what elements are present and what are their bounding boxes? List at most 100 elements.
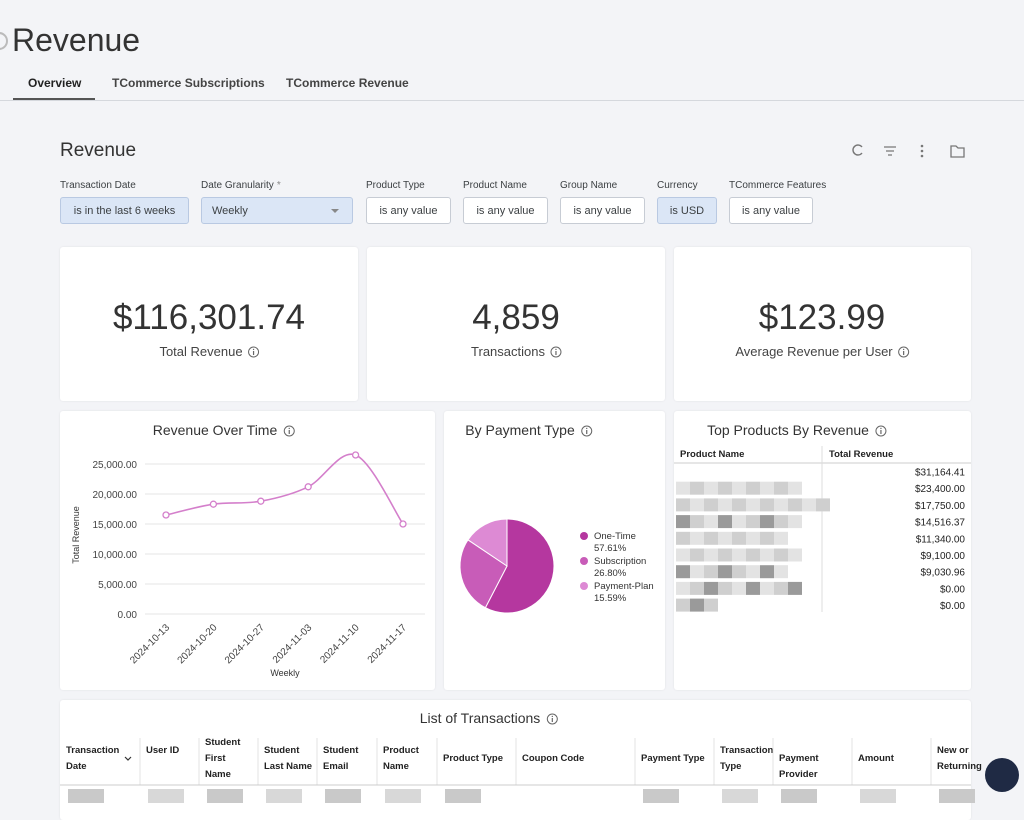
column-header[interactable]: Student First Name: [205, 737, 241, 780]
blurred-cell: [676, 515, 690, 529]
blurred-cell: [760, 515, 774, 529]
blurred-cell: [718, 481, 732, 495]
refresh-icon[interactable]: [852, 144, 863, 156]
pie-slice: [484, 518, 555, 614]
kpi-label: Average Revenue per User: [735, 344, 893, 359]
x-tick-label: 2024-10-20: [176, 622, 220, 666]
blurred-cell: [690, 598, 704, 612]
blurred-cell: [732, 581, 746, 595]
filter-label: Product Type: [366, 180, 425, 191]
blurred-cell: [148, 789, 184, 803]
tab-divider: [0, 100, 1024, 101]
column-header[interactable]: Product Name: [383, 745, 419, 772]
blurred-cell: [732, 481, 746, 495]
legend-label: One-Time: [594, 531, 636, 542]
line-card: [60, 411, 435, 690]
column-header[interactable]: Amount: [858, 753, 894, 764]
blurred-cell: [704, 598, 718, 612]
filter-label: Date Granularity *: [201, 180, 281, 191]
blurred-cell: [802, 498, 816, 512]
column-header[interactable]: Transaction Date: [66, 745, 120, 772]
info-icon: [875, 425, 887, 437]
blurred-cell: [774, 548, 788, 562]
blurred-cell: [746, 565, 760, 579]
filter-label: Transaction Date: [60, 180, 136, 191]
filter-value[interactable]: is any value: [729, 197, 813, 224]
blurred-cell: [788, 515, 802, 529]
filter-value[interactable]: is any value: [560, 197, 645, 224]
blurred-cell: [690, 581, 704, 595]
kpi-card: [60, 247, 358, 401]
column-header[interactable]: Payment Type: [641, 753, 705, 764]
point: [209, 500, 218, 508]
table-title: Top Products By Revenue: [707, 422, 869, 438]
blurred-cell: [676, 565, 690, 579]
column-header[interactable]: Product Type: [443, 753, 503, 764]
blurred-cell: [788, 498, 802, 512]
blurred-cell: [788, 481, 802, 495]
column-header[interactable]: Student Last Name: [264, 745, 313, 772]
blurred-cell: [690, 498, 704, 512]
legend-label: Subscription: [594, 556, 646, 567]
blurred-cell: [722, 789, 758, 803]
revenue-cell: $11,340.00: [916, 534, 966, 545]
info-icon: [898, 346, 910, 358]
column-header[interactable]: Payment Provider: [779, 753, 819, 780]
tab[interactable]: TCommerce Revenue: [286, 76, 409, 90]
table-title: List of Transactions: [420, 710, 541, 726]
column-header[interactable]: New or Returning: [937, 745, 982, 772]
blurred-cell: [732, 548, 746, 562]
blurred-cell: [704, 515, 718, 529]
filter-label: TCommerce Features: [729, 180, 827, 191]
info-icon: [283, 425, 295, 437]
blurred-cell: [746, 548, 760, 562]
blurred-cell: [690, 548, 704, 562]
filter-value[interactable]: is in the last 6 weeks: [60, 197, 189, 224]
blurred-cell: [774, 481, 788, 495]
kpi-value: 4,859: [472, 298, 560, 337]
folder-icon[interactable]: [950, 145, 965, 158]
required-mark: *: [276, 180, 281, 191]
info-icon: [546, 713, 558, 725]
point: [162, 511, 170, 519]
sort-arrow: [124, 756, 132, 761]
revenue-cell: $31,164.41: [915, 468, 965, 479]
filter-label: Product Name: [463, 180, 527, 191]
filter-value[interactable]: is any value: [366, 197, 451, 224]
blurred-cell: [266, 789, 302, 803]
y-tick-label: 0.00: [118, 610, 138, 621]
blurred-cell: [690, 565, 704, 579]
menu-icon[interactable]: [920, 144, 924, 158]
blurred-cell: [704, 565, 718, 579]
column-header[interactable]: Transaction Type: [720, 745, 774, 772]
kpi-card: [674, 247, 971, 401]
filter-value[interactable]: Weekly: [201, 197, 353, 224]
blurred-cell: [445, 789, 481, 803]
legend-marker: [580, 582, 588, 590]
blurred-cell: [774, 565, 788, 579]
tab[interactable]: TCommerce Subscriptions: [112, 76, 265, 90]
blurred-cell: [676, 598, 690, 612]
column-header[interactable]: Coupon Code: [522, 753, 585, 764]
blurred-cell: [788, 548, 802, 562]
x-axis-label: Weekly: [270, 668, 300, 678]
column-header[interactable]: Student Email: [323, 745, 359, 772]
chat-button[interactable]: [985, 758, 1019, 792]
column-header[interactable]: User ID: [146, 745, 180, 756]
y-tick-label: 25,000.00: [93, 460, 138, 471]
pie-slice: [459, 539, 508, 609]
filter-value[interactable]: is USD: [657, 197, 717, 224]
blurred-cell: [732, 498, 746, 512]
blurred-cell: [732, 531, 746, 545]
tab[interactable]: Overview: [28, 76, 82, 90]
x-tick-label: 2024-10-13: [128, 622, 172, 666]
blurred-cell: [676, 481, 690, 495]
kpi-value: $123.99: [759, 298, 886, 337]
filter-icon[interactable]: [884, 146, 896, 156]
blurred-cell: [816, 498, 830, 512]
blurred-cell: [718, 581, 732, 595]
blurred-cell: [774, 515, 788, 529]
filter-value[interactable]: is any value: [463, 197, 548, 224]
info-icon: [252, 348, 255, 351]
